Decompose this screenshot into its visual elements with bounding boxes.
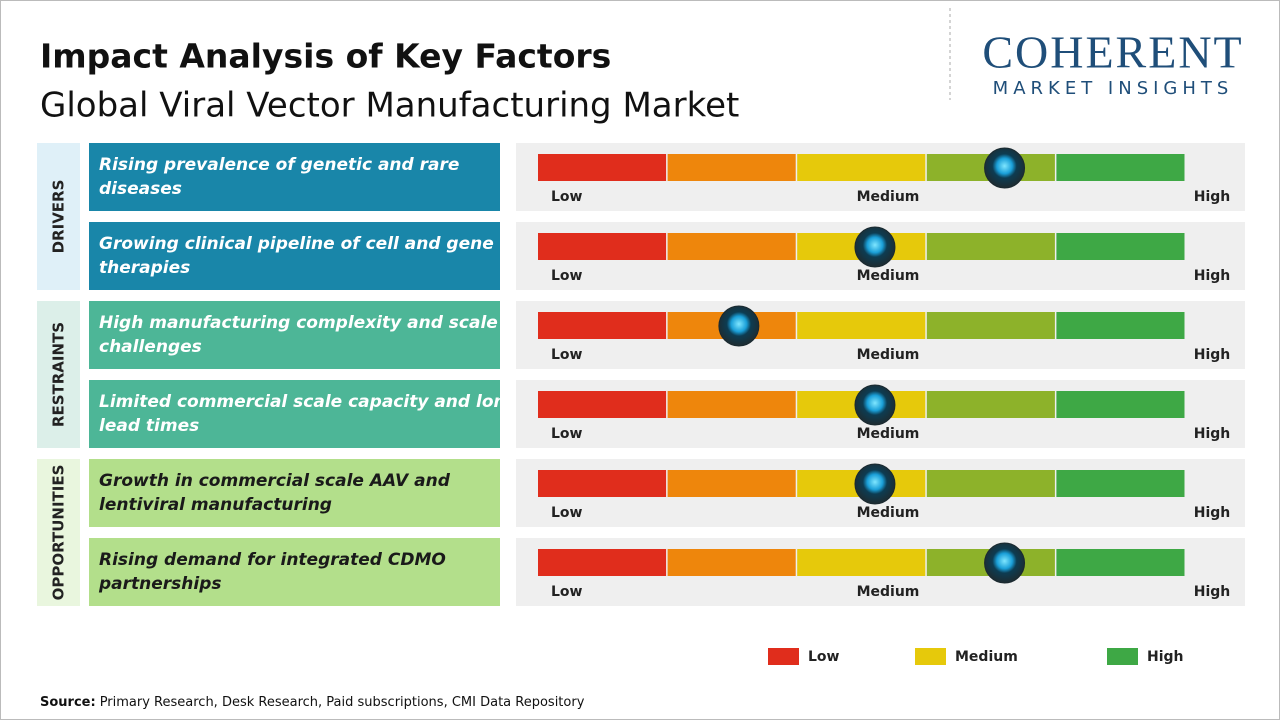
gauge-segment bbox=[667, 549, 796, 576]
factor-text: Limited commercial scale capacity and lo… bbox=[99, 392, 518, 436]
factor-line: partnerships bbox=[98, 574, 222, 594]
gauge-segment bbox=[1056, 233, 1185, 260]
factor-line: lentiviral manufacturing bbox=[99, 495, 332, 515]
subtitle: Global Viral Vector Manufacturing Market bbox=[40, 86, 739, 126]
logo-tagline: MARKET INSIGHTS bbox=[993, 78, 1234, 99]
scale-label: Low bbox=[551, 268, 583, 284]
factor-line: Rising demand for integrated CDMO bbox=[99, 550, 446, 570]
factor-box bbox=[89, 143, 500, 211]
gauge-segment bbox=[538, 470, 667, 497]
gauge-segment bbox=[1056, 470, 1185, 497]
legend-label: Low bbox=[808, 649, 840, 665]
scale-label: High bbox=[1194, 189, 1231, 205]
gauge-segment bbox=[667, 470, 796, 497]
impact-knob bbox=[854, 226, 896, 268]
scale-label: Medium bbox=[857, 268, 920, 284]
source-label: Source: bbox=[40, 695, 96, 710]
gauge-segment bbox=[667, 154, 796, 181]
gauge-segment bbox=[926, 233, 1055, 260]
factor-line: High manufacturing complexity and scale … bbox=[99, 313, 528, 333]
scale-label: Low bbox=[551, 584, 583, 600]
scale-label: Low bbox=[551, 426, 583, 442]
factor-text: Rising prevalence of genetic and rare dis… bbox=[99, 155, 459, 199]
impact-knob bbox=[984, 147, 1026, 189]
gauge-segment bbox=[926, 470, 1055, 497]
factor-line: Rising prevalence of genetic and rare bbox=[99, 155, 459, 175]
scale-label: Medium bbox=[857, 584, 920, 600]
source-text: Primary Research, Desk Research, Paid su… bbox=[100, 695, 585, 710]
gauge-segment bbox=[926, 312, 1055, 339]
gauge-segment bbox=[538, 549, 667, 576]
factor-line: diseases bbox=[99, 179, 182, 199]
scale-label: High bbox=[1194, 347, 1231, 363]
factor-box bbox=[89, 380, 500, 448]
scale-label: Medium bbox=[857, 189, 920, 205]
legend-label: High bbox=[1147, 649, 1184, 665]
gauge-segment bbox=[797, 312, 926, 339]
impact-knob bbox=[854, 384, 896, 426]
impact-knob bbox=[854, 463, 896, 505]
factor-text: Growing clinical pipeline of cell and ge… bbox=[99, 234, 494, 278]
legend-swatch bbox=[768, 648, 799, 665]
factor-box bbox=[89, 459, 500, 527]
factor-box bbox=[89, 222, 500, 290]
scale-label: Medium bbox=[857, 426, 920, 442]
factor-line: Growth in commercial scale AAV and bbox=[99, 471, 451, 491]
scale-label: Low bbox=[551, 347, 583, 363]
factor-box bbox=[89, 301, 500, 369]
gauge-segment bbox=[1056, 391, 1185, 418]
gauge-segment bbox=[667, 391, 796, 418]
factor-line: challenges bbox=[99, 337, 202, 357]
scale-label: Medium bbox=[857, 347, 920, 363]
factor-line: Growing clinical pipeline of cell and ge… bbox=[99, 234, 494, 254]
scale-label: Medium bbox=[857, 505, 920, 521]
scale-label: High bbox=[1194, 505, 1231, 521]
legend-swatch bbox=[1107, 648, 1138, 665]
legend-label: Medium bbox=[955, 649, 1018, 665]
group-band bbox=[37, 301, 80, 448]
scale-label: High bbox=[1194, 584, 1231, 600]
group-label: RESTRAINTS bbox=[50, 322, 68, 427]
group-label: DRIVERS bbox=[50, 180, 68, 254]
gauge-segment bbox=[1056, 549, 1185, 576]
scale-label: Low bbox=[551, 505, 583, 521]
gauge-segment bbox=[538, 154, 667, 181]
impact-knob bbox=[718, 305, 760, 347]
factor-box bbox=[89, 538, 500, 606]
gauge-segment bbox=[926, 391, 1055, 418]
factor-line: therapies bbox=[99, 258, 190, 278]
gauge-segment bbox=[797, 549, 926, 576]
scale-label: High bbox=[1194, 426, 1231, 442]
group-band bbox=[37, 459, 80, 606]
gauge-segment bbox=[1056, 312, 1185, 339]
factor-line: Limited commercial scale capacity and lo… bbox=[99, 392, 518, 412]
logo-name: COHERENT bbox=[982, 27, 1243, 78]
scale-label: Low bbox=[551, 189, 583, 205]
factor-text: High manufacturing complexity and scale … bbox=[99, 313, 528, 357]
title: Impact Analysis of Key Factors bbox=[40, 37, 611, 76]
impact-knob bbox=[984, 542, 1026, 584]
gauge-segment bbox=[797, 154, 926, 181]
factor-text: Rising demand for integrated CDMO partner… bbox=[98, 550, 446, 594]
scale-label: High bbox=[1194, 268, 1231, 284]
factor-line: lead times bbox=[99, 416, 199, 436]
gauge-segment bbox=[538, 233, 667, 260]
group-band bbox=[37, 143, 80, 290]
gauge-segment bbox=[1056, 154, 1185, 181]
gauge-segment bbox=[538, 312, 667, 339]
gauge-segment bbox=[667, 233, 796, 260]
group-label: OPPORTUNITIES bbox=[50, 465, 68, 601]
factor-text: Growth in commercial scale AAV and lentiv… bbox=[99, 471, 451, 515]
source: Source: Primary Research, Desk Research, … bbox=[40, 695, 585, 710]
legend-swatch bbox=[915, 648, 946, 665]
gauge-segment bbox=[538, 391, 667, 418]
